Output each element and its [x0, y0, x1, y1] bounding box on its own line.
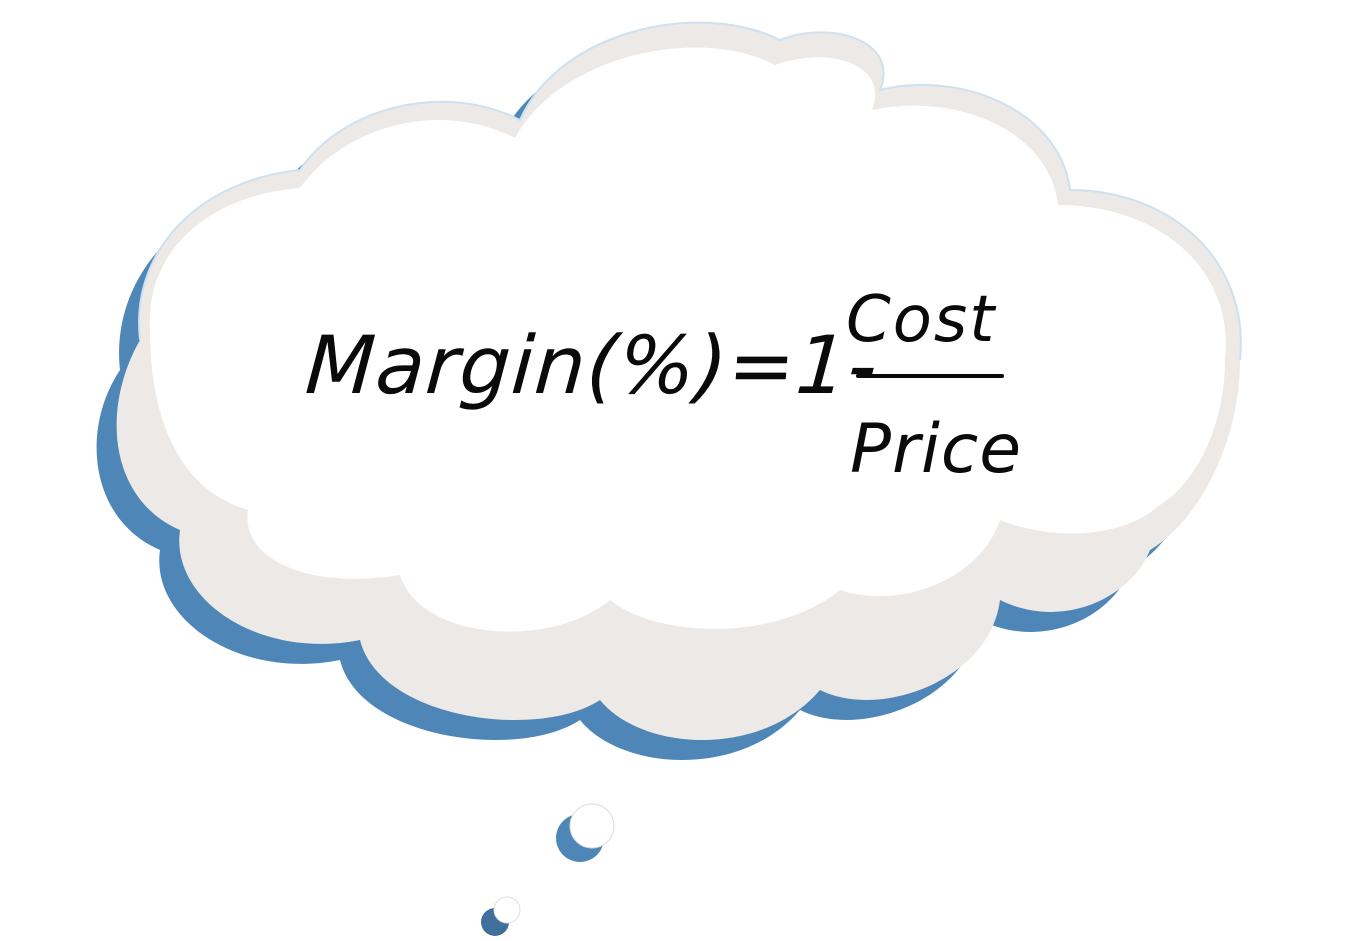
thought-dot-small — [481, 896, 521, 936]
cloud-body — [116, 21, 1242, 741]
thought-dot-large — [556, 803, 615, 862]
